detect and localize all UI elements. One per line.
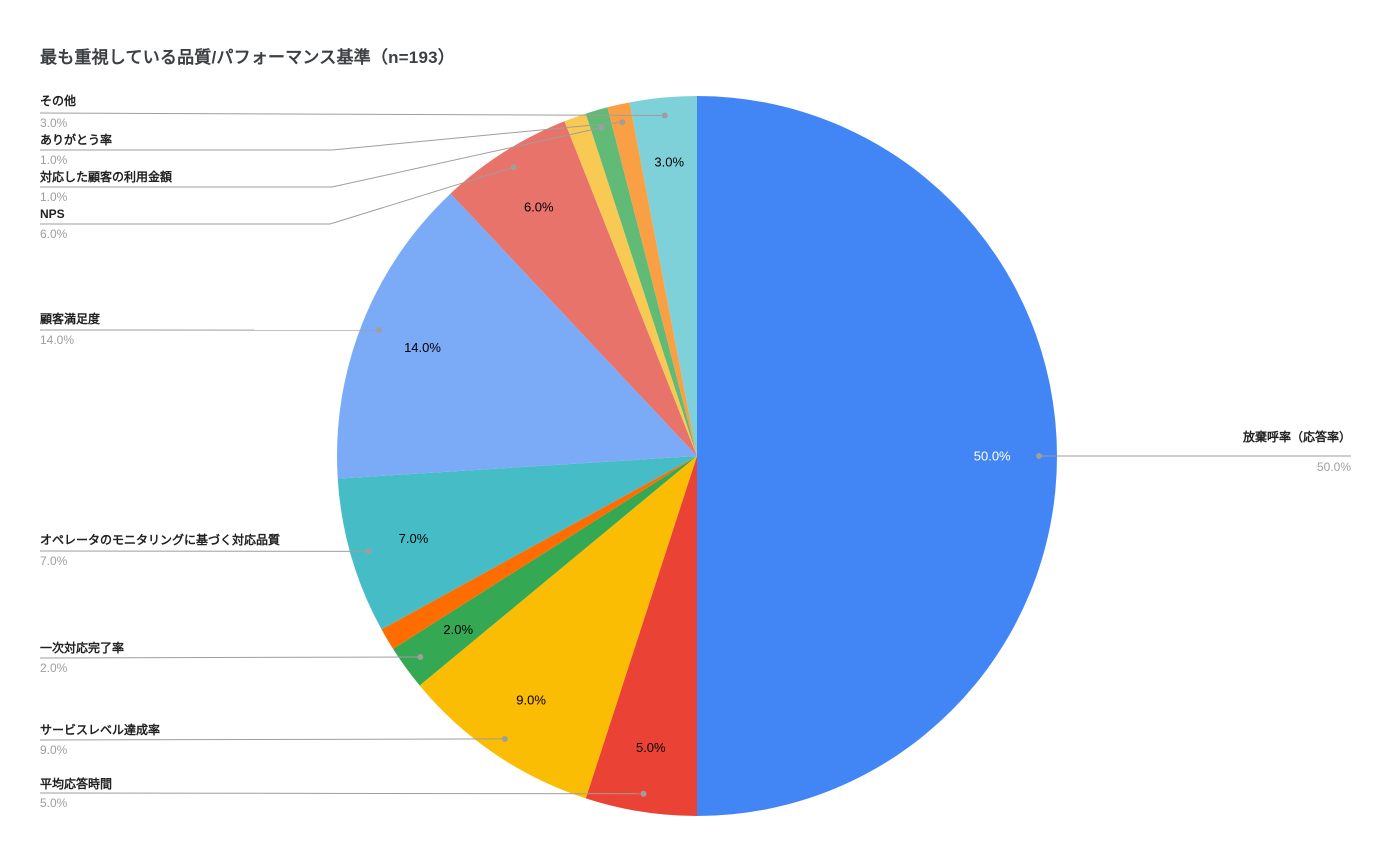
- leader-dot-7: [510, 164, 517, 171]
- pie-slice-4[interactable]: [381, 456, 697, 649]
- slice-7-label: NPS: [40, 207, 65, 221]
- leader-line-1: [39, 792, 644, 795]
- pie-slice-3[interactable]: [393, 456, 697, 686]
- leader-dot-11: [661, 112, 668, 119]
- leader-dot-9: [598, 124, 605, 131]
- chart-title: 最も重視している品質/パフォーマンス基準（n=193）: [40, 48, 455, 67]
- leader-line-11: [39, 112, 665, 116]
- pie-slice-6[interactable]: [336, 193, 697, 479]
- leader-dot-1: [640, 790, 647, 797]
- leader-line-9: [40, 127, 602, 188]
- leader-line-7: [40, 166, 514, 225]
- slice-11-label: その他: [40, 94, 77, 108]
- slice-9-pct: 1.0%: [40, 190, 68, 204]
- slice-10-pct: 1.0%: [40, 153, 68, 167]
- pie-slice-11[interactable]: [629, 96, 697, 456]
- slice-5-label: オペレータのモニタリングに基づく対応品質: [40, 533, 281, 547]
- slice-1-pct: 5.0%: [40, 796, 68, 810]
- pie-slice-8[interactable]: [564, 113, 697, 457]
- leader-dot-3: [417, 654, 424, 660]
- pie-slice-5[interactable]: [337, 456, 697, 630]
- leader-line-2: [39, 738, 505, 741]
- slice-6-pct: 14.0%: [40, 333, 75, 347]
- slice-9-label: 対応した顧客の利用金額: [40, 170, 173, 184]
- slice-10-label: ありがとう率: [40, 133, 113, 147]
- slice-5-pct: 7.0%: [40, 554, 68, 568]
- slice-11-pct: 3.0%: [40, 116, 68, 130]
- leader-dot-2: [501, 735, 508, 742]
- leader-dot-5: [365, 548, 372, 555]
- slice-6-label: 顧客満足度: [40, 312, 101, 326]
- pie-slice-0[interactable]: [697, 96, 1057, 816]
- slice-2-label: サービスレベル達成率: [40, 723, 161, 737]
- slice-3-label: 一次対応完了率: [40, 641, 125, 655]
- slice-7-pct: 6.0%: [40, 227, 68, 241]
- pie-slice-10[interactable]: [607, 102, 697, 456]
- slice-2-pct: 9.0%: [40, 743, 68, 757]
- slice-3-pct: 2.0%: [40, 661, 68, 675]
- pie-slice-1[interactable]: [585, 456, 697, 816]
- leader-dot-10: [619, 119, 626, 126]
- slice-0-label: 放棄呼率（応答率）: [1242, 430, 1351, 444]
- pie-slice-7[interactable]: [450, 121, 697, 456]
- leader-dot-6: [376, 327, 382, 334]
- leader-line-10: [40, 121, 623, 151]
- pie-slice-2[interactable]: [419, 456, 697, 799]
- leader-dot-0: [1036, 453, 1042, 459]
- slice-0-pct: 50.0%: [1316, 460, 1351, 474]
- leader-line-3: [39, 656, 421, 659]
- pie-slice-9[interactable]: [585, 107, 697, 456]
- slice-1-label: 平均応答時間: [40, 777, 113, 791]
